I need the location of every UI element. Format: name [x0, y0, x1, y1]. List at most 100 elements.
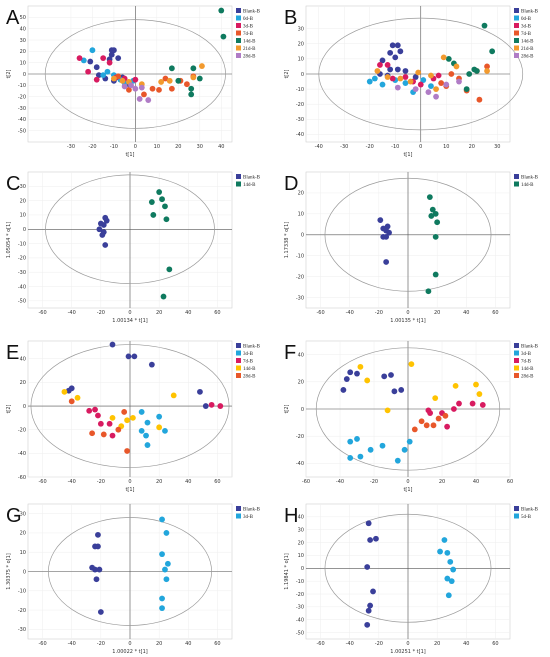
data-point — [365, 607, 372, 614]
y-tick-label: 20 — [20, 49, 26, 55]
data-point — [447, 558, 454, 565]
scatter-plot-svg: -40 -30 -20 -10 0 10 20 30 30 20 10 0 -10 -20 -30 -40 t[… — [284, 5, 539, 158]
legend-swatch — [236, 513, 241, 519]
data-point — [217, 403, 224, 409]
y-tick-label: -10 — [296, 579, 304, 585]
data-point — [374, 68, 381, 74]
data-point — [367, 602, 374, 609]
data-point — [442, 412, 449, 419]
x-tick-label: 60 — [507, 479, 513, 485]
data-point — [190, 65, 197, 72]
data-point — [429, 206, 436, 213]
y-tick-label: -50 — [18, 299, 26, 305]
data-point — [138, 409, 145, 415]
x-tick-label: 40 — [473, 479, 479, 485]
y-tick-label: 0 — [23, 227, 26, 233]
data-point — [100, 72, 107, 79]
data-point — [144, 442, 151, 448]
data-point — [95, 72, 102, 79]
data-point — [407, 78, 414, 85]
data-point — [469, 400, 476, 407]
data-point — [162, 566, 168, 573]
y-tick-label: 20 — [298, 42, 304, 48]
data-point — [158, 79, 165, 85]
x-tick-label: 20 — [156, 310, 162, 316]
panel-d: D -60 -40 -20 0 20 40 60 20 10 0 -10 -20 -30 1.00135 *… — [278, 166, 550, 326]
data-point — [387, 66, 394, 73]
legend-label: 28d-B — [521, 374, 534, 379]
data-point — [93, 76, 100, 83]
data-point — [466, 71, 473, 77]
y-tick-label: -30 — [296, 295, 304, 301]
data-point — [102, 242, 109, 248]
legend-label: 14d-B — [243, 183, 256, 188]
data-point — [76, 55, 83, 62]
data-point — [168, 65, 175, 72]
data-point — [156, 189, 163, 195]
legend-swatch — [514, 513, 519, 519]
data-point — [100, 229, 107, 236]
legend-swatch — [236, 23, 241, 28]
data-point — [426, 194, 433, 201]
data-point — [445, 592, 452, 599]
y-tick-label: 40 — [20, 26, 26, 32]
data-point — [347, 455, 354, 461]
data-point — [166, 266, 173, 273]
data-point — [97, 609, 104, 615]
y-tick-label: -40 — [18, 117, 26, 123]
data-point — [381, 373, 388, 380]
data-point — [357, 453, 364, 460]
data-point — [197, 388, 203, 395]
x-tick-label: 10 — [443, 144, 449, 150]
y-tick-label: 20 — [298, 540, 304, 546]
legend-label: 7d-B — [521, 359, 532, 364]
y-tick-label: 0 — [301, 407, 304, 413]
y-tick-label: -20 — [296, 274, 304, 280]
legend-label: 0d-B — [243, 17, 254, 22]
legend-label: 7d-B — [521, 32, 532, 37]
x-tick-label: 0 — [128, 641, 131, 647]
data-point — [481, 22, 488, 29]
x-tick-label: -60 — [316, 310, 324, 316]
legend-swatch — [236, 358, 241, 363]
data-point — [402, 68, 409, 74]
y-tick-label: 30 — [20, 511, 26, 517]
legend-swatch — [514, 8, 519, 13]
scatter-plot-svg: -60 -40 -20 0 20 40 60 40 20 0 -20 -40 -60 t[1] t[2] Bl… — [6, 340, 261, 493]
data-point — [415, 69, 422, 76]
data-point — [394, 457, 401, 464]
data-point — [156, 413, 163, 420]
data-point — [131, 353, 138, 360]
y-tick-label: -30 — [18, 627, 26, 633]
x-axis-label: t[1] — [403, 487, 412, 493]
hotelling-ellipse — [324, 177, 492, 292]
scatter-plot-svg: -60 -40 -20 0 20 40 60 30 20 10 0 -10 -20 -30 -40 -50 1.… — [6, 171, 261, 324]
data-point — [437, 548, 443, 555]
data-point — [347, 438, 354, 445]
data-point — [95, 412, 101, 419]
y-tick-label: -50 — [18, 128, 26, 134]
data-point — [384, 62, 391, 68]
data-point — [384, 74, 391, 80]
data-point — [452, 382, 459, 389]
data-point — [340, 387, 347, 393]
data-point — [444, 549, 451, 556]
x-tick-label: -20 — [88, 144, 96, 150]
x-tick-label: -40 — [68, 310, 76, 316]
x-tick-label: 20 — [156, 641, 162, 647]
legend-swatch — [236, 506, 241, 511]
x-tick-label: -60 — [302, 479, 310, 485]
data-point — [428, 83, 434, 89]
data-point — [417, 81, 424, 88]
legend-label: 14d-B — [243, 39, 256, 44]
data-point — [119, 77, 126, 84]
y-tick-label: 40 — [298, 352, 304, 358]
y-tick-label: -20 — [296, 102, 304, 108]
data-point — [106, 420, 113, 427]
legend-label: 7d-B — [243, 32, 254, 37]
data-point — [434, 219, 441, 226]
legend-swatch — [236, 350, 241, 356]
data-point — [411, 426, 418, 433]
data-point — [92, 406, 98, 413]
y-tick-label: -20 — [18, 608, 26, 614]
